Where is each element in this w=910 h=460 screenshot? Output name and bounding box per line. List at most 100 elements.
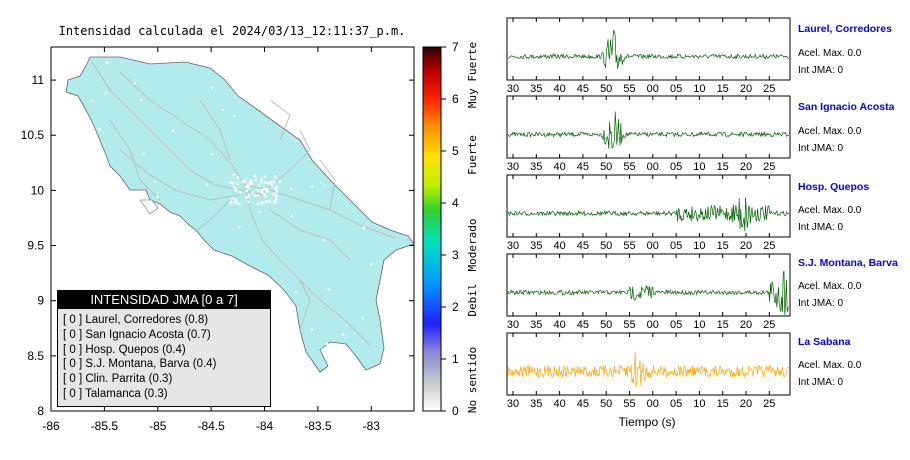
town-dot	[229, 200, 233, 204]
town-dot	[241, 180, 245, 184]
seismo-tick-label: 35	[530, 398, 542, 410]
town-dot	[231, 196, 235, 200]
town-dot	[270, 183, 274, 187]
seismo-tick-label: 25	[763, 319, 775, 331]
seismogram-frame	[506, 174, 791, 238]
town-dot	[232, 173, 236, 177]
town-dot	[238, 202, 241, 206]
map-y-tick-label: 11	[32, 73, 45, 87]
town-dot	[361, 317, 364, 320]
station-name: San Ignacio Acosta	[798, 101, 895, 113]
seismo-tick-label: 45	[577, 240, 589, 252]
seismo-tick-label: 45	[577, 319, 589, 331]
town-dot	[104, 91, 107, 94]
seismogram-frame	[506, 332, 791, 396]
seismo-xlabel: Tiempo (s)	[619, 415, 676, 429]
town-dot	[143, 275, 147, 279]
town-dot	[281, 320, 284, 324]
seismogram-trace	[507, 352, 789, 387]
seismogram-frame	[506, 253, 791, 317]
town-dot	[245, 196, 248, 200]
land-mass	[65, 56, 415, 373]
seismo-tick-label: 55	[623, 398, 635, 410]
colorbar-label: Moderado	[466, 219, 479, 272]
town-dot	[245, 189, 249, 193]
map-x-tick-label: -84	[256, 419, 274, 433]
town-dot	[234, 188, 238, 192]
seismo-tick-label: 05	[670, 161, 682, 173]
map-x-tick-label: -83.5	[304, 419, 332, 433]
town-dot	[289, 187, 293, 191]
seismo-tick-label: 25	[763, 240, 775, 252]
town-dot	[143, 261, 146, 264]
station-name: La Sabana	[798, 336, 851, 348]
seismo-tick-label: 00	[647, 398, 659, 410]
seismo-tick-label: 10	[693, 240, 705, 252]
colorbar-tick-label: 4	[452, 196, 459, 210]
town-dot	[253, 194, 257, 198]
town-dot	[321, 167, 324, 170]
seismo-tick-label: 40	[553, 398, 565, 410]
seismo-tick-label: 40	[553, 240, 565, 252]
seismo-tick-label: 45	[577, 398, 589, 410]
road	[269, 209, 351, 261]
town-dot	[257, 184, 261, 187]
town-dot	[171, 129, 175, 132]
map-y-tick-label: 8.5	[27, 349, 44, 363]
town-dot	[232, 185, 236, 189]
town-dot	[278, 180, 282, 184]
seismo-tick-label: 25	[763, 161, 775, 173]
colorbar-tick-label: 1	[452, 352, 459, 366]
map-x-tick-label: -83	[363, 419, 381, 433]
seismo-tick-label: 30	[507, 240, 519, 252]
seismogram-trace	[507, 270, 790, 316]
town-dot	[290, 215, 294, 218]
town-dot	[273, 187, 277, 191]
peninsula-notch	[139, 199, 159, 215]
town-dot	[253, 174, 257, 178]
town-dot	[342, 333, 345, 336]
town-dot	[120, 265, 124, 268]
colorbar	[422, 46, 442, 412]
seismo-tick-label: 30	[507, 319, 519, 331]
seismo-tick-label: 55	[623, 240, 635, 252]
town-dot	[369, 263, 373, 266]
town-dot	[211, 153, 214, 156]
station-accel: Acel. Max. 0.0	[798, 360, 862, 371]
seismogram-frame	[506, 95, 791, 159]
legend-item: [ 0 ] Hosp. Quepos (0.4)	[63, 343, 186, 356]
town-dot	[158, 277, 161, 280]
seismo-tick-label: 20	[740, 83, 752, 95]
town-dot	[274, 197, 278, 201]
seismo-tick-label: 55	[623, 319, 635, 331]
town-dot	[274, 175, 277, 179]
seismo-tick-label: 05	[670, 83, 682, 95]
station-accel: Acel. Max. 0.0	[798, 126, 862, 137]
colorbar-tick-label: 6	[452, 92, 459, 106]
road	[299, 279, 311, 331]
town-dot	[247, 194, 251, 198]
town-dot	[254, 178, 258, 182]
town-dot	[249, 179, 253, 183]
town-dot	[233, 114, 236, 118]
road	[194, 199, 231, 233]
town-dot	[256, 194, 260, 197]
seismo-tick-label: 15	[717, 161, 729, 173]
road	[119, 71, 246, 186]
seismo-tick-label: 50	[600, 83, 612, 95]
seismo-tick-label: 05	[670, 319, 682, 331]
seismo-tick-label: 50	[600, 161, 612, 173]
seismo-tick-label: 00	[647, 83, 659, 95]
town-dot	[234, 201, 237, 205]
colorbar-labels: Muy Fuerte Fuerte Moderado Debil No sentido	[466, 42, 479, 413]
seismo-tick-label: 55	[623, 161, 635, 173]
map-x-axis: -86 -85.5 -85 -84.5 -84 -83.5 -83	[42, 47, 380, 433]
map-y-axis: 11 10.5 10 9.5 9 8.5 8	[21, 73, 414, 418]
town-dot	[234, 198, 238, 202]
town-dot	[275, 185, 279, 189]
station-jma: Int JMA: 0	[798, 65, 844, 76]
town-dot	[260, 177, 263, 181]
town-dot	[236, 182, 240, 186]
road	[269, 99, 291, 141]
town-dot	[239, 190, 242, 194]
